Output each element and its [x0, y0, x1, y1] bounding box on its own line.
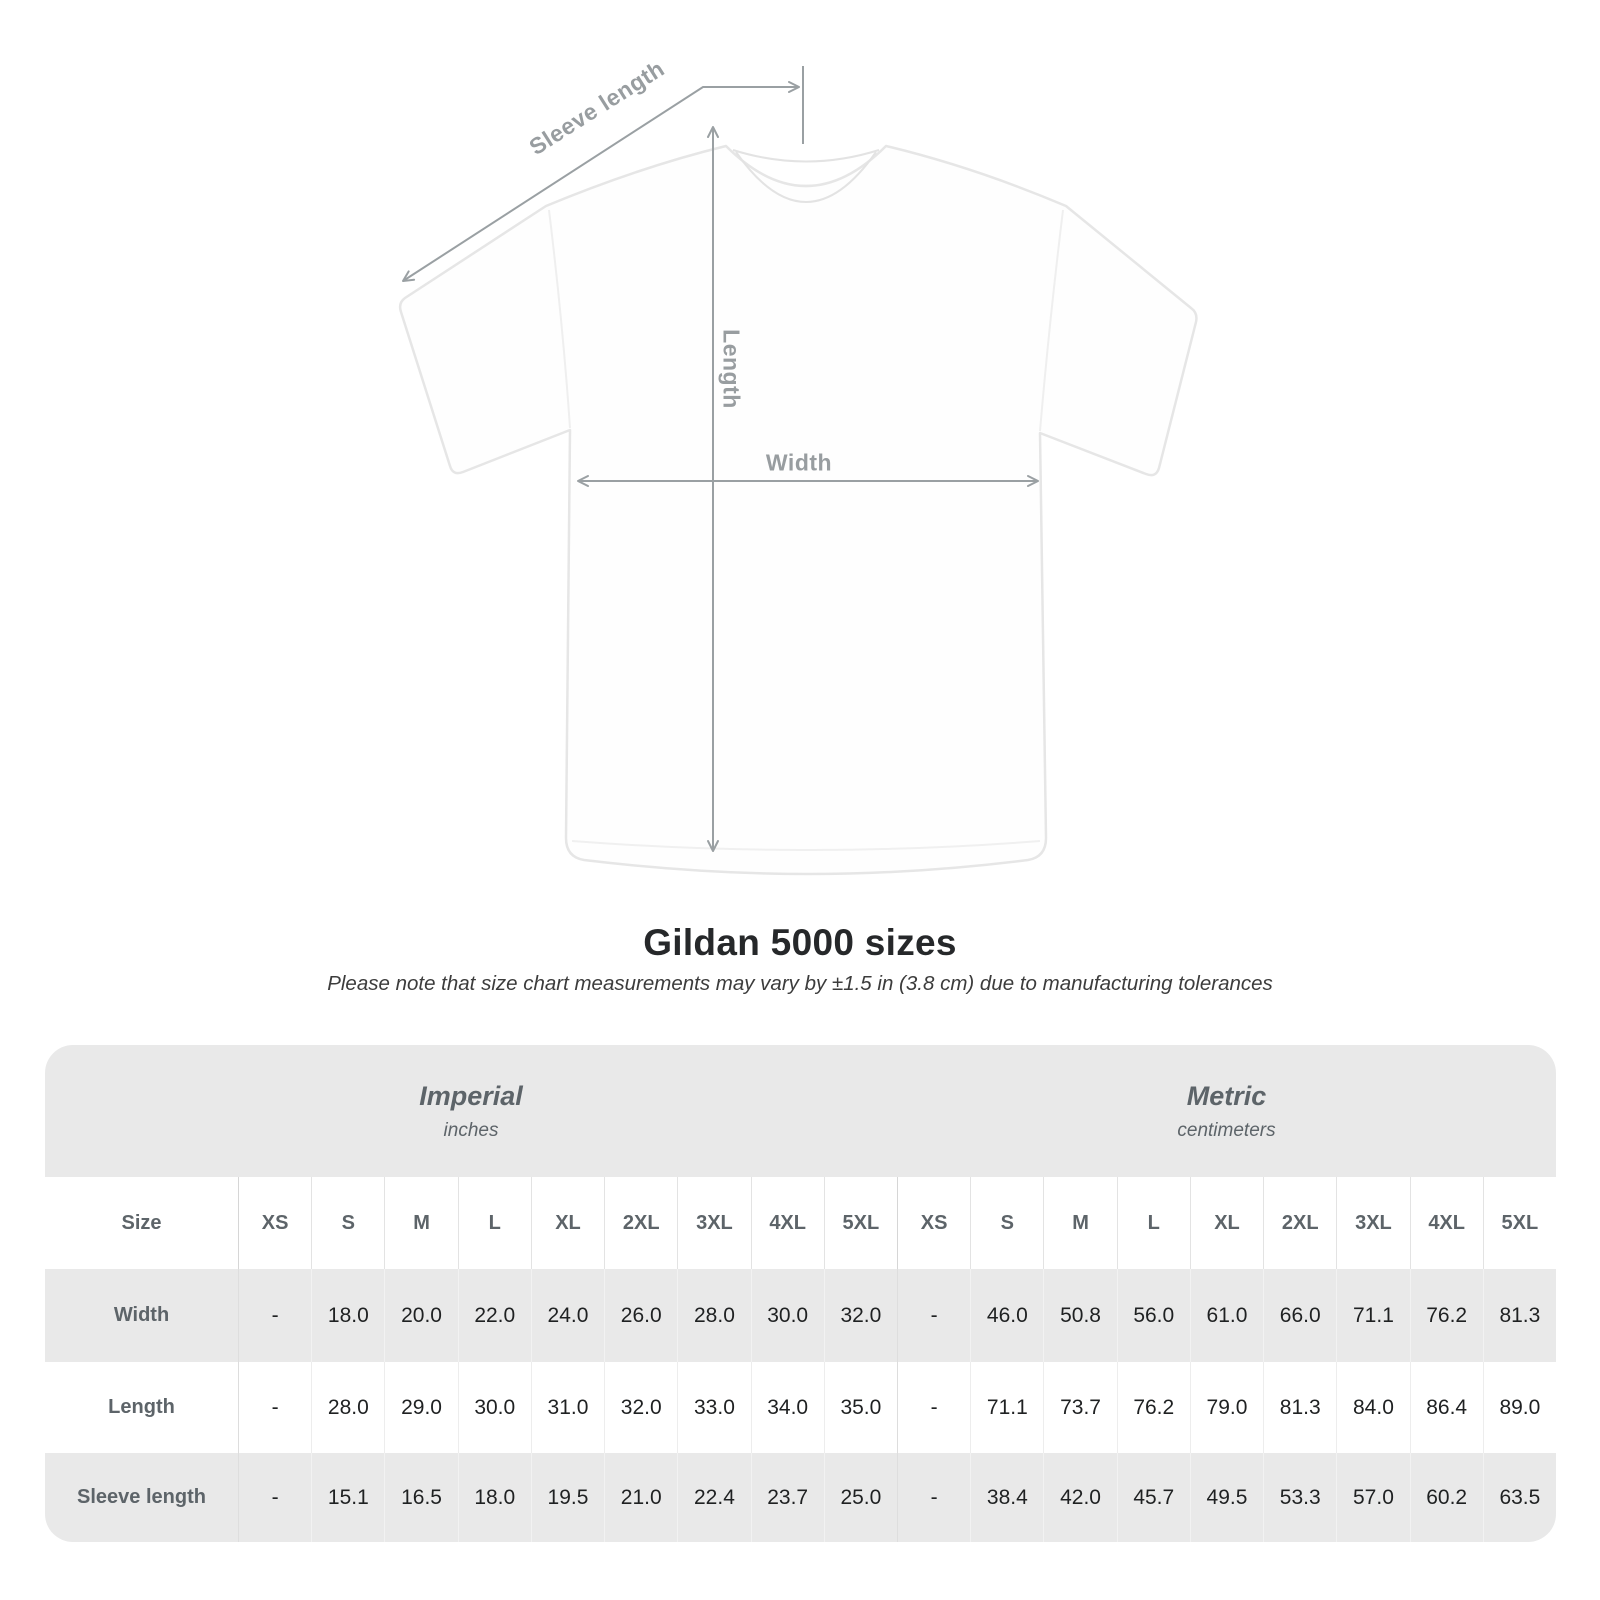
metric-group-title: Metric	[1186, 1080, 1267, 1111]
table-cell: 32.0	[823, 1269, 897, 1362]
size-column-header: Size	[121, 1211, 162, 1234]
col-header-metric-4xl: 4XL	[1409, 1177, 1483, 1269]
row-label: Width	[113, 1304, 170, 1326]
table-cell: 89.0	[1482, 1362, 1556, 1453]
table-cell: 21.0	[604, 1453, 677, 1542]
table-cell: 61.0	[1189, 1269, 1263, 1362]
table-cell: 66.0	[1263, 1269, 1336, 1362]
col-header-imperial-s: S	[311, 1177, 384, 1269]
table-cell: 81.3	[1263, 1362, 1336, 1453]
col-header-metric-5xl: 5XL	[1482, 1177, 1556, 1269]
table-cell: -	[238, 1362, 311, 1453]
table-cell: 18.0	[457, 1453, 531, 1542]
col-header-imperial-3xl: 3XL	[677, 1177, 750, 1269]
table-cell: 24.0	[530, 1269, 604, 1362]
table-cell: 25.0	[823, 1453, 897, 1542]
col-header-metric-l: L	[1116, 1177, 1190, 1269]
page-title: Gildan 5000 sizes	[643, 922, 957, 963]
table-cell: 49.5	[1189, 1453, 1263, 1542]
table-cell: 30.0	[457, 1362, 531, 1453]
row-label: Length	[108, 1396, 175, 1418]
row-label: Sleeve length	[77, 1486, 206, 1508]
col-header-imperial-4xl: 4XL	[750, 1177, 824, 1269]
table-cell: 63.5	[1482, 1453, 1556, 1542]
col-header-imperial-m: M	[384, 1177, 457, 1269]
table-cell: 46.0	[970, 1269, 1043, 1362]
col-header-metric-xl: XL	[1189, 1177, 1263, 1269]
metric-group-units: centimeters	[1177, 1119, 1276, 1141]
table-cell: 34.0	[750, 1362, 824, 1453]
table-cell: -	[238, 1453, 311, 1542]
table-cell: 16.5	[384, 1453, 457, 1542]
table-cell: 20.0	[384, 1269, 457, 1362]
width-label: Width	[765, 449, 833, 476]
col-header-imperial-5xl: 5XL	[823, 1177, 897, 1269]
imperial-group-units: inches	[443, 1119, 499, 1141]
table-cell: 45.7	[1116, 1453, 1190, 1542]
table-cell: 84.0	[1336, 1362, 1409, 1453]
table-cell: 18.0	[311, 1269, 384, 1362]
table-cell: 28.0	[677, 1269, 750, 1362]
table-cell: 56.0	[1116, 1269, 1190, 1362]
size-header-row: Size XS S M L XL 2XL 3XL 4XL 5XL XS S M …	[45, 1177, 1556, 1269]
tshirt-illustration	[398, 66, 1198, 876]
table-cell: 35.0	[823, 1362, 897, 1453]
length-label: Length	[718, 329, 745, 409]
table-cell: -	[896, 1453, 970, 1542]
table-cell: 31.0	[530, 1362, 604, 1453]
table-cell: 19.5	[530, 1453, 604, 1542]
table-cell: 26.0	[604, 1269, 677, 1362]
col-header-metric-2xl: 2XL	[1263, 1177, 1336, 1269]
col-header-metric-xs: XS	[896, 1177, 970, 1269]
table-cell: -	[238, 1269, 311, 1362]
table-cell: 53.3	[1263, 1453, 1336, 1542]
table-cell: 57.0	[1336, 1453, 1409, 1542]
table-cell: 22.4	[677, 1453, 750, 1542]
table-cell: 81.3	[1482, 1269, 1556, 1362]
table-cell: 23.7	[750, 1453, 824, 1542]
col-header-imperial-xs: XS	[238, 1177, 311, 1269]
size-table: Imperial inches Metric centimeters Size …	[45, 1045, 1556, 1542]
table-cell: 76.2	[1409, 1269, 1483, 1362]
table-row-length: Length - 28.0 29.0 30.0 31.0 32.0 33.0 3…	[45, 1362, 1556, 1453]
col-header-metric-m: M	[1043, 1177, 1116, 1269]
table-cell: 60.2	[1409, 1453, 1483, 1542]
unit-group-header: Imperial inches Metric centimeters	[45, 1045, 1556, 1177]
sleeve-length-arrow	[402, 81, 800, 282]
table-cell: 28.0	[311, 1362, 384, 1453]
table-cell: -	[896, 1269, 970, 1362]
col-header-imperial-2xl: 2XL	[604, 1177, 677, 1269]
metric-group-header: Metric centimeters	[897, 1045, 1556, 1177]
table-cell: 76.2	[1116, 1362, 1190, 1453]
table-cell: 79.0	[1189, 1362, 1263, 1453]
table-row-sleeve-length: Sleeve length - 15.1 16.5 18.0 19.5 21.0…	[45, 1453, 1556, 1542]
table-cell: 32.0	[604, 1362, 677, 1453]
col-header-imperial-xl: XL	[530, 1177, 604, 1269]
tshirt-shape	[398, 144, 1198, 876]
table-cell: 50.8	[1043, 1269, 1116, 1362]
table-cell: 73.7	[1043, 1362, 1116, 1453]
table-cell: 15.1	[311, 1453, 384, 1542]
table-row-width: Width - 18.0 20.0 22.0 24.0 26.0 28.0 30…	[45, 1269, 1556, 1362]
table-cell: 86.4	[1409, 1362, 1483, 1453]
col-header-imperial-l: L	[457, 1177, 531, 1269]
tolerance-note: Please note that size chart measurements…	[327, 972, 1273, 995]
table-cell: 29.0	[384, 1362, 457, 1453]
imperial-group-header: Imperial inches	[45, 1045, 897, 1177]
tshirt-figure: Sleeve length Length Width	[398, 55, 1198, 876]
imperial-group-title: Imperial	[419, 1080, 523, 1111]
table-cell: 33.0	[677, 1362, 750, 1453]
table-cell: -	[896, 1362, 970, 1453]
col-header-metric-3xl: 3XL	[1336, 1177, 1409, 1269]
table-cell: 42.0	[1043, 1453, 1116, 1542]
table-cell: 30.0	[750, 1269, 824, 1362]
table-cell: 38.4	[970, 1453, 1043, 1542]
table-cell: 22.0	[457, 1269, 531, 1362]
table-cell: 71.1	[1336, 1269, 1409, 1362]
col-header-metric-s: S	[970, 1177, 1043, 1269]
table-cell: 71.1	[970, 1362, 1043, 1453]
